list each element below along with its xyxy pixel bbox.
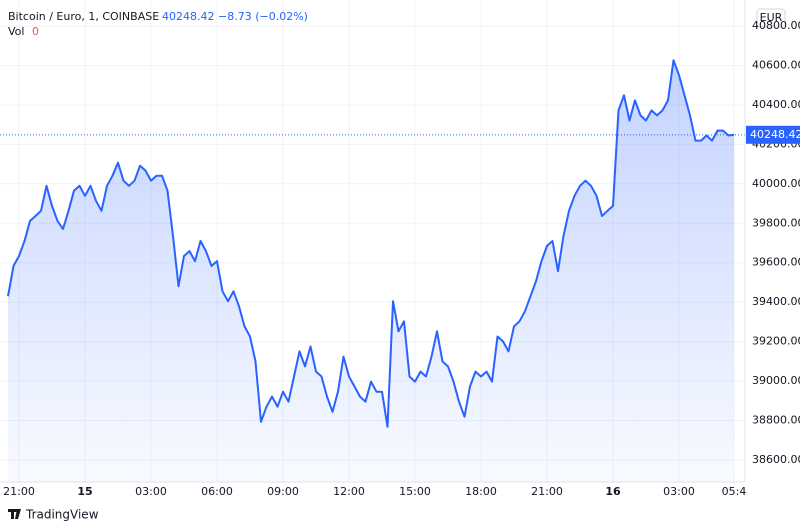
y-tick-label: 40800.00 xyxy=(752,19,800,32)
price-line xyxy=(7,59,735,428)
y-tick-label: 39400.00 xyxy=(752,295,800,308)
y-tick-label: 38800.00 xyxy=(752,413,800,426)
price-change: −8.73 (−0.02%) xyxy=(218,10,308,23)
y-tick-label: 40000.00 xyxy=(752,177,800,190)
x-tick-label: 09:00 xyxy=(267,485,299,498)
x-tick-label: 21:00 xyxy=(531,485,563,498)
unit-box[interactable] xyxy=(756,8,786,28)
x-tick-label: 03:00 xyxy=(135,485,167,498)
x-tick-label: 21:00 xyxy=(3,485,35,498)
chart-title: Bitcoin / Euro, 1, COINBASE xyxy=(8,10,159,23)
last-price-box xyxy=(746,125,800,144)
y-tick-label: 38600.00 xyxy=(752,453,800,466)
x-tick-label: 05:4 xyxy=(722,485,747,498)
x-tick-label: 15:00 xyxy=(399,485,431,498)
x-tick-label: 16 xyxy=(605,485,621,498)
area-fill xyxy=(8,60,734,482)
x-tick-label: 18:00 xyxy=(465,485,497,498)
logo: TradingView xyxy=(8,508,99,522)
y-tick-label: 39000.00 xyxy=(752,374,800,387)
plot xyxy=(0,59,745,482)
x-tick-label: 03:00 xyxy=(663,485,695,498)
y-tick-label: 39800.00 xyxy=(752,216,800,229)
volume-label: Vol xyxy=(8,25,24,38)
y-tick-label: 40600.00 xyxy=(752,58,800,71)
last-price: 40248.42 xyxy=(162,10,215,23)
y-tick-label: 39200.00 xyxy=(752,335,800,348)
x-tick-label: 15 xyxy=(77,485,92,498)
branding: TradingView xyxy=(25,508,99,522)
y-tick-label: 39600.00 xyxy=(752,256,800,269)
x-tick-label: 06:00 xyxy=(201,485,233,498)
x-tick-label: 12:00 xyxy=(333,485,365,498)
last-price-label: 40248.42 xyxy=(750,128,800,141)
volume-value: 0 xyxy=(32,25,39,38)
y-axis-unit: EUR xyxy=(760,11,783,24)
y-tick-label: 40400.00 xyxy=(752,98,800,111)
